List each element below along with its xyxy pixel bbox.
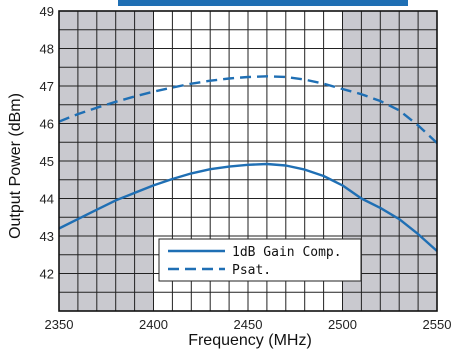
y-tick-labels: 42 43 44 45 46 47 48 49 bbox=[40, 4, 54, 282]
y-tick-label: 47 bbox=[40, 79, 54, 94]
series-lines bbox=[58, 75, 438, 252]
x-tick-label: 2500 bbox=[328, 317, 357, 332]
y-tick-label: 48 bbox=[40, 42, 54, 57]
x-tick-label: 2450 bbox=[234, 317, 263, 332]
plot-frame bbox=[58, 10, 438, 312]
title-band-fragment bbox=[118, 0, 408, 6]
x-tick-label: 2550 bbox=[423, 317, 452, 332]
legend-label-1db-gain-comp: 1dB Gain Comp. bbox=[232, 245, 342, 260]
x-tick-labels: 2350 2400 2450 2500 2550 bbox=[45, 317, 452, 332]
y-tick-label: 46 bbox=[40, 117, 54, 132]
series-line-1db-gain-comp bbox=[58, 162, 438, 252]
y-axis-title: Output Power (dBm) bbox=[7, 93, 24, 239]
x-tick-label: 2400 bbox=[139, 317, 168, 332]
cropped-title-band bbox=[118, 0, 408, 6]
legend-box bbox=[158, 238, 362, 282]
x-axis-title: Frequency (MHz) bbox=[188, 332, 312, 349]
y-tick-label: 49 bbox=[40, 4, 54, 19]
series-line-psat bbox=[58, 75, 438, 144]
x-tick-label: 2350 bbox=[45, 317, 74, 332]
y-tick-label: 45 bbox=[40, 154, 54, 169]
plot-border bbox=[58, 10, 438, 312]
legend: 1dB Gain Comp. Psat. bbox=[158, 238, 362, 282]
y-tick-label: 44 bbox=[40, 192, 54, 207]
legend-label-psat: Psat. bbox=[232, 263, 271, 278]
y-tick-label: 42 bbox=[40, 267, 54, 282]
y-tick-label: 43 bbox=[40, 229, 54, 244]
